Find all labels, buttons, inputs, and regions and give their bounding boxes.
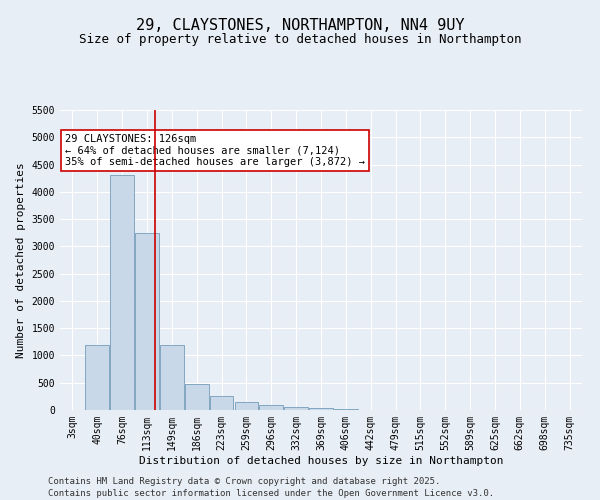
- Bar: [160, 344, 184, 410]
- Y-axis label: Number of detached properties: Number of detached properties: [16, 162, 26, 358]
- Bar: [334, 409, 358, 410]
- Bar: [284, 408, 308, 410]
- Text: 29 CLAYSTONES: 126sqm
← 64% of detached houses are smaller (7,124)
35% of semi-d: 29 CLAYSTONES: 126sqm ← 64% of detached …: [65, 134, 365, 167]
- Bar: [259, 404, 283, 410]
- Bar: [210, 396, 233, 410]
- Text: Size of property relative to detached houses in Northampton: Size of property relative to detached ho…: [79, 32, 521, 46]
- X-axis label: Distribution of detached houses by size in Northampton: Distribution of detached houses by size …: [139, 456, 503, 466]
- Text: Contains public sector information licensed under the Open Government Licence v3: Contains public sector information licen…: [48, 489, 494, 498]
- Bar: [235, 402, 258, 410]
- Bar: [135, 232, 159, 410]
- Bar: [110, 176, 134, 410]
- Bar: [185, 384, 209, 410]
- Text: 29, CLAYSTONES, NORTHAMPTON, NN4 9UY: 29, CLAYSTONES, NORTHAMPTON, NN4 9UY: [136, 18, 464, 32]
- Text: Contains HM Land Registry data © Crown copyright and database right 2025.: Contains HM Land Registry data © Crown c…: [48, 478, 440, 486]
- Bar: [309, 408, 333, 410]
- Bar: [85, 344, 109, 410]
